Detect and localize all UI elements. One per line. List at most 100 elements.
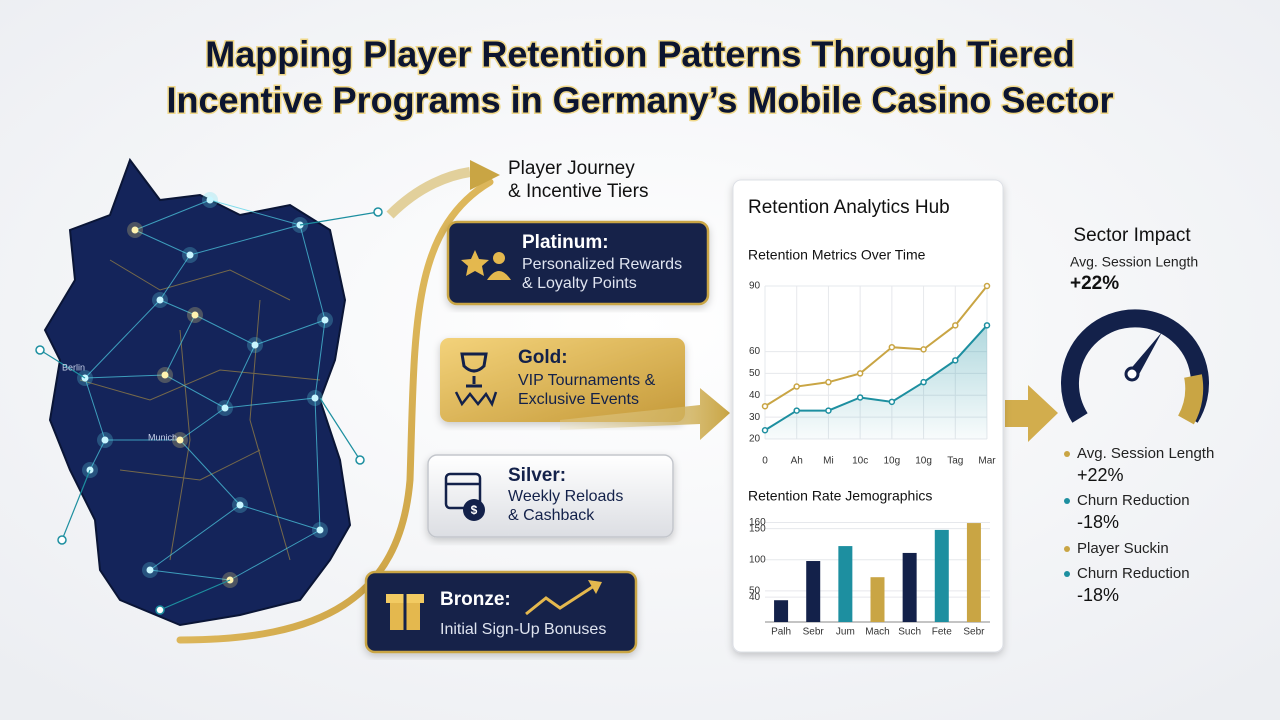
network-node <box>156 296 164 304</box>
point <box>920 346 927 353</box>
tier-detail: & Cashback <box>508 507 595 524</box>
point <box>952 357 959 364</box>
journey-label: & Incentive Tiers <box>508 181 648 202</box>
y-tick-label: 100 <box>749 554 766 565</box>
title-line: Mapping Player Retention Patterns Throug… <box>205 34 1074 75</box>
network-link <box>314 397 321 531</box>
y-tick-label: 160 <box>749 517 766 528</box>
network-link <box>224 344 256 409</box>
network-link <box>159 254 191 301</box>
network-link <box>314 319 326 399</box>
network-link <box>134 199 211 231</box>
impact-value: -18% <box>1077 585 1119 605</box>
point <box>793 407 800 414</box>
network-link <box>254 319 326 346</box>
network-node <box>355 455 365 465</box>
network-node <box>373 207 383 217</box>
point <box>761 427 769 434</box>
y-tick-label: 20 <box>749 434 761 445</box>
tier-detail: Initial Sign-Up Bonuses <box>440 621 606 638</box>
network-link <box>299 224 326 321</box>
network-link <box>299 211 379 226</box>
tier-detail: & Loyalty Points <box>522 275 637 292</box>
bar <box>966 523 981 622</box>
x-tick-label: Mi <box>823 456 834 467</box>
point <box>920 378 927 386</box>
tier-box <box>440 338 685 422</box>
tier-name: Gold: <box>518 347 568 368</box>
point <box>825 407 832 414</box>
journey-label: Player Journey <box>508 158 635 179</box>
state-borders <box>79 259 321 561</box>
gauge-arc <box>1177 374 1204 425</box>
network-link <box>179 439 241 506</box>
network-node <box>131 226 139 234</box>
point <box>888 343 896 351</box>
network-node <box>221 404 229 412</box>
bar <box>774 600 789 622</box>
tier-name: Bronze: <box>440 589 511 610</box>
line <box>764 324 988 432</box>
point <box>856 394 864 401</box>
y-tick-label: 50 <box>749 586 761 597</box>
network-link <box>149 504 241 571</box>
tier-detail: VIP Tournaments & <box>518 372 656 389</box>
network-node <box>155 605 165 615</box>
tier-icon: $ <box>386 250 602 630</box>
network-node <box>311 394 319 402</box>
y-tick-label: 90 <box>749 281 761 292</box>
tier-detail: Exclusive Events <box>518 391 639 408</box>
title-line: Incentive Programs in Germany’s Mobile C… <box>167 80 1114 121</box>
x-tick-label: Mach <box>865 627 889 638</box>
network-link <box>149 569 231 581</box>
x-tick-label: Jum <box>836 627 855 638</box>
network-node <box>161 371 169 379</box>
gauge-label: Avg. Session Length <box>1070 254 1198 270</box>
impact-value: -18% <box>1077 512 1119 532</box>
network-node <box>236 501 244 509</box>
network-link <box>194 314 256 346</box>
impact-label: Churn Reduction <box>1077 565 1190 582</box>
network <box>35 192 383 615</box>
svg-text:$: $ <box>471 503 478 517</box>
point <box>888 398 896 406</box>
network-link <box>224 397 316 409</box>
tier-box <box>427 454 674 538</box>
network-node <box>316 526 324 534</box>
map-label: Munich <box>148 432 177 442</box>
network-link <box>84 374 166 379</box>
point <box>793 383 800 390</box>
tier-box <box>364 570 638 654</box>
network-link <box>239 504 321 531</box>
impact-value: +22% <box>1077 465 1124 485</box>
network-link <box>134 229 191 256</box>
y-tick-label: 50 <box>749 368 761 379</box>
x-tick-label: Ah <box>791 456 803 467</box>
point <box>983 322 991 329</box>
x-tick-label: Sebr <box>803 627 825 638</box>
tier-detail: Weekly Reloads <box>508 488 623 505</box>
bullet <box>1064 451 1070 457</box>
gauge-hub <box>1124 366 1140 382</box>
network-node <box>57 535 67 545</box>
network-link <box>84 299 161 379</box>
network-link <box>319 397 361 461</box>
bar <box>870 577 885 622</box>
impact-label: Player Suckin <box>1077 540 1169 557</box>
network-link <box>189 224 301 256</box>
journey-curve <box>176 178 494 644</box>
network-link <box>39 349 86 379</box>
y-tick-label: 150 <box>749 523 766 534</box>
network-link <box>229 529 321 581</box>
network-node <box>251 341 259 349</box>
point <box>825 378 832 386</box>
x-tick-label: 0 <box>762 456 768 467</box>
bar <box>806 561 821 622</box>
bar <box>838 546 853 622</box>
bar <box>902 552 917 622</box>
bullet <box>1064 498 1070 504</box>
network-node <box>146 566 154 574</box>
y-tick-label: 40 <box>749 390 761 401</box>
impact-label: Avg. Session Length <box>1077 445 1214 462</box>
